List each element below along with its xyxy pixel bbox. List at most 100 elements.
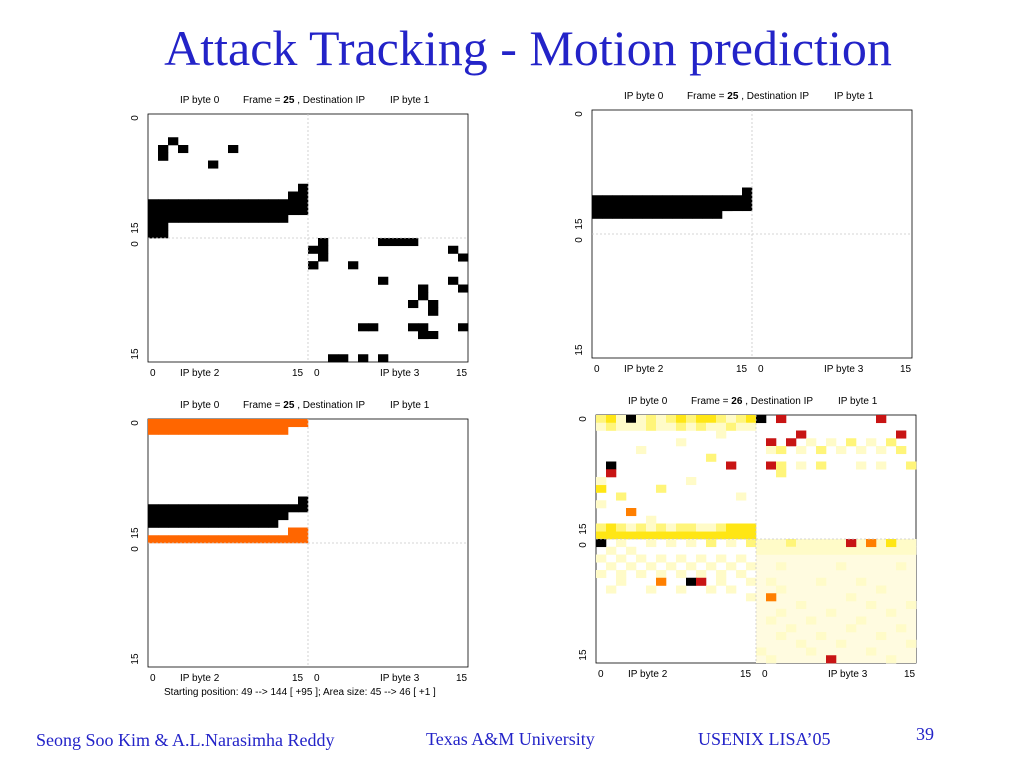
cell	[268, 419, 279, 428]
cell	[676, 415, 687, 424]
cell	[786, 438, 797, 447]
cell	[178, 504, 189, 513]
cell	[602, 195, 613, 204]
footer-venue: USENIX LISA’05	[698, 729, 831, 749]
frame-number: 25	[727, 91, 739, 102]
cell	[218, 207, 229, 216]
cell	[278, 535, 289, 544]
cell	[646, 422, 657, 431]
cell	[616, 415, 627, 424]
cell	[596, 531, 607, 540]
cell	[178, 419, 189, 428]
cell	[816, 446, 827, 455]
cell	[636, 554, 647, 563]
cell	[726, 539, 737, 548]
cell	[826, 546, 837, 555]
bottom-ip-byte-2-label: IP byte 2	[628, 669, 668, 680]
cell	[208, 160, 219, 169]
bottom-tick-right-0: 0	[762, 669, 768, 680]
bottom-ip-byte-2-label: IP byte 2	[624, 364, 664, 375]
cell	[876, 461, 887, 470]
left-tick-bottom-0: 0	[578, 542, 589, 548]
cell	[288, 191, 299, 200]
cell	[278, 419, 289, 428]
cell	[796, 639, 807, 648]
cell	[672, 195, 683, 204]
cell	[662, 203, 673, 212]
cell	[642, 203, 653, 212]
left-tick-bottom-15: 15	[130, 653, 141, 665]
cell	[746, 415, 757, 424]
cell	[268, 504, 279, 513]
cell	[596, 422, 607, 431]
cell	[886, 655, 897, 664]
cell	[158, 214, 169, 223]
cell	[746, 539, 757, 548]
cell	[612, 210, 623, 219]
cell	[866, 647, 877, 656]
cell	[806, 647, 817, 656]
cell	[418, 331, 429, 340]
frame-suffix: , Destination IP	[294, 95, 365, 106]
cell	[766, 593, 777, 602]
bottom-ip-byte-3-label: IP byte 3	[828, 669, 868, 680]
cell	[836, 546, 847, 555]
bottom-tick-left-0: 0	[150, 673, 156, 684]
cell	[218, 214, 229, 223]
cell	[358, 323, 369, 332]
cell	[806, 616, 817, 625]
cell	[716, 570, 727, 579]
cell	[696, 415, 707, 424]
cell	[736, 554, 747, 563]
cell	[626, 531, 637, 540]
cell	[726, 422, 737, 431]
cell	[716, 523, 727, 532]
cell	[198, 207, 209, 216]
cell	[188, 199, 199, 208]
cell	[278, 207, 289, 216]
cell	[636, 570, 647, 579]
cell	[756, 415, 767, 424]
cell	[158, 222, 169, 231]
cell	[148, 419, 159, 428]
cell	[198, 512, 209, 521]
cell	[622, 203, 633, 212]
cell	[168, 214, 179, 223]
cell	[298, 207, 309, 216]
cell	[876, 546, 887, 555]
cell	[766, 446, 777, 455]
slide-title: Attack Tracking - Motion prediction	[164, 20, 892, 76]
cell	[766, 655, 777, 664]
cell	[776, 632, 787, 641]
cell	[796, 546, 807, 555]
cell	[238, 426, 249, 435]
left-tick-bottom-0: 0	[130, 546, 141, 552]
cell	[662, 210, 673, 219]
cell	[816, 546, 827, 555]
page-number: 39	[916, 724, 934, 744]
cell	[696, 570, 707, 579]
frame-label: Frame = 25 , Destination IP	[243, 95, 365, 106]
cell	[258, 512, 269, 521]
cell	[876, 632, 887, 641]
cell	[896, 624, 907, 633]
cell	[712, 203, 723, 212]
frame-number: 26	[731, 396, 743, 407]
cell	[616, 577, 627, 586]
cell	[856, 616, 867, 625]
frame-number: 25	[283, 400, 295, 411]
cell	[626, 523, 637, 532]
cell	[632, 210, 643, 219]
cell	[606, 546, 617, 555]
plot-top-right: IP byte 0 Frame = 25 , Destination IP IP b…	[572, 86, 913, 386]
cell	[826, 438, 837, 447]
cell	[686, 523, 697, 532]
cell	[816, 539, 827, 548]
cell	[742, 187, 753, 196]
cell	[622, 195, 633, 204]
cell	[776, 546, 787, 555]
bottom-tick-left-15: 15	[292, 673, 304, 684]
cell	[896, 446, 907, 455]
bottom-ip-byte-3-label: IP byte 3	[380, 673, 420, 684]
cell	[298, 183, 309, 192]
